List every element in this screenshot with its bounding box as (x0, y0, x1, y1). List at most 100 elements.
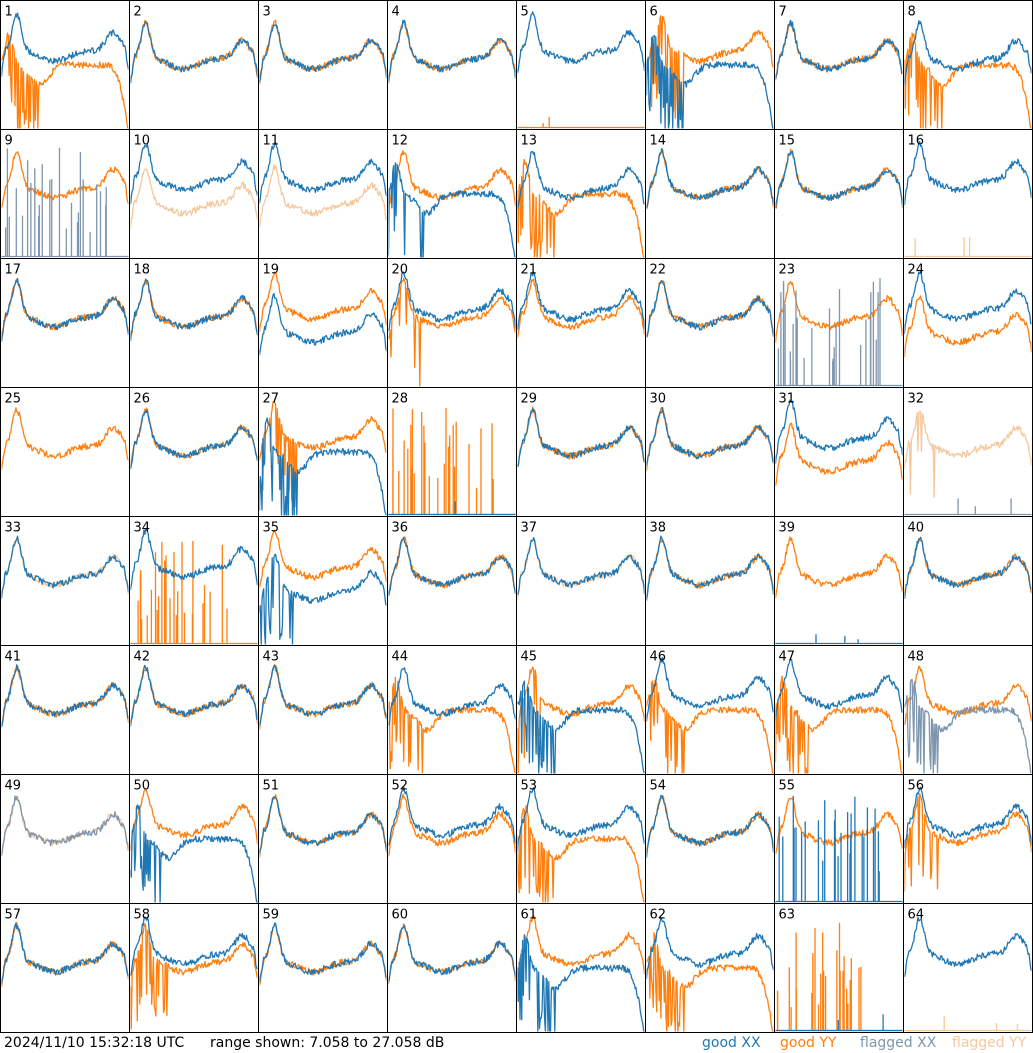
panel-label: 42 (134, 650, 151, 665)
series-xx-good (388, 162, 516, 258)
series-xx-good (130, 21, 258, 84)
panel-label: 51 (263, 779, 280, 794)
panel-label: 53 (521, 779, 538, 794)
panel-label: 64 (908, 908, 925, 923)
panel-28: 28 (387, 387, 517, 517)
series-xx-good (130, 278, 258, 341)
panel-36: 36 (387, 516, 517, 646)
series-xx-good (130, 143, 258, 205)
series-xx-good (517, 934, 645, 1032)
series-yy-good (904, 793, 1032, 892)
panel-45: 45 (516, 645, 646, 775)
panel-17: 17 (0, 258, 130, 388)
panel-label: 20 (392, 263, 409, 278)
panel-label: 50 (134, 779, 151, 794)
series-xx-good (646, 148, 774, 209)
panel-46: 46 (645, 645, 775, 775)
series-yy-good (775, 536, 903, 599)
panel-20: 20 (387, 258, 517, 388)
panel-label: 14 (650, 134, 667, 149)
panel-63: 63 (774, 903, 904, 1033)
panel-label: 36 (392, 521, 409, 536)
series-xx-good (259, 24, 387, 83)
panel-label: 57 (5, 908, 22, 923)
series-xx-good (904, 536, 1032, 600)
panel-35: 35 (258, 516, 388, 646)
panel-19: 19 (258, 258, 388, 388)
panel-label: 8 (908, 5, 916, 20)
panel-50: 50 (129, 774, 259, 904)
panel-label: 46 (650, 650, 667, 665)
legend-good-xx: good XX (702, 1035, 761, 1051)
series-xx-good (904, 141, 1032, 206)
series-xx-good (388, 271, 516, 332)
panel-frame (387, 516, 517, 646)
series-xx-good (775, 19, 903, 80)
panel-33: 33 (0, 516, 130, 646)
series-xx-good (1, 12, 129, 77)
panel-label: 26 (134, 392, 151, 407)
series-xx-good (646, 279, 774, 338)
series-yy-good (388, 150, 516, 212)
series-xx-good (388, 924, 516, 982)
panel-frame (0, 387, 130, 517)
panel-label: 29 (521, 392, 538, 407)
series-xx-good (517, 680, 645, 774)
panel-13: 13 (516, 129, 646, 259)
panel-label: 11 (263, 134, 280, 149)
panel-38: 38 (645, 516, 775, 646)
series-xx-good (775, 634, 903, 645)
panel-frame (0, 774, 130, 904)
panel-label: 58 (134, 908, 151, 923)
panel-15: 15 (774, 129, 904, 259)
panel-2: 2 (129, 0, 259, 130)
series-yy-good (517, 804, 645, 903)
series-yy-good (1, 32, 129, 129)
panel-frame (0, 645, 130, 775)
panel-frame (903, 129, 1033, 259)
series-xx-flagged (1, 147, 129, 258)
panel-12: 12 (387, 129, 517, 259)
panel-21: 21 (516, 258, 646, 388)
panel-label: 6 (650, 5, 658, 20)
series-xx-good (1, 535, 129, 599)
series-xx-good (259, 664, 387, 726)
panel-frame (903, 258, 1033, 388)
series-xx-good (1, 664, 129, 728)
panel-label: 54 (650, 779, 667, 794)
series-xx-good (130, 916, 258, 976)
panel-label: 28 (392, 392, 409, 407)
panel-label: 62 (650, 908, 667, 923)
series-xx-good (259, 417, 387, 516)
series-xx-good (130, 409, 258, 470)
series-yy-good (775, 422, 903, 486)
series-xx-flagged (904, 679, 1032, 774)
panel-30: 30 (645, 387, 775, 517)
legend-flagged-yy: flagged YY (952, 1035, 1027, 1051)
series-yy-good (517, 117, 645, 129)
panel-37: 37 (516, 516, 646, 646)
panel-label: 18 (134, 263, 151, 278)
panel-32: 32 (903, 387, 1033, 517)
panel-24: 24 (903, 258, 1033, 388)
series-yy-good (388, 793, 516, 857)
panel-frame (258, 129, 388, 259)
panel-frame (258, 516, 388, 646)
panel-label: 12 (392, 134, 409, 149)
panel-label: 56 (908, 779, 925, 794)
panel-61: 61 (516, 903, 646, 1033)
panel-label: 45 (521, 650, 538, 665)
panel-label: 30 (650, 392, 667, 407)
panel-frame (387, 387, 517, 517)
panel-label: 33 (5, 521, 22, 536)
panel-label: 22 (650, 263, 667, 278)
series-xx-good (388, 501, 516, 516)
panel-23: 23 (774, 258, 904, 388)
series-xx-good (517, 537, 645, 596)
panel-label: 47 (779, 650, 796, 665)
panel-label: 61 (521, 908, 538, 923)
panel-label: 59 (263, 908, 280, 923)
series-xx-good (1, 277, 129, 342)
panel-label: 17 (5, 263, 22, 278)
